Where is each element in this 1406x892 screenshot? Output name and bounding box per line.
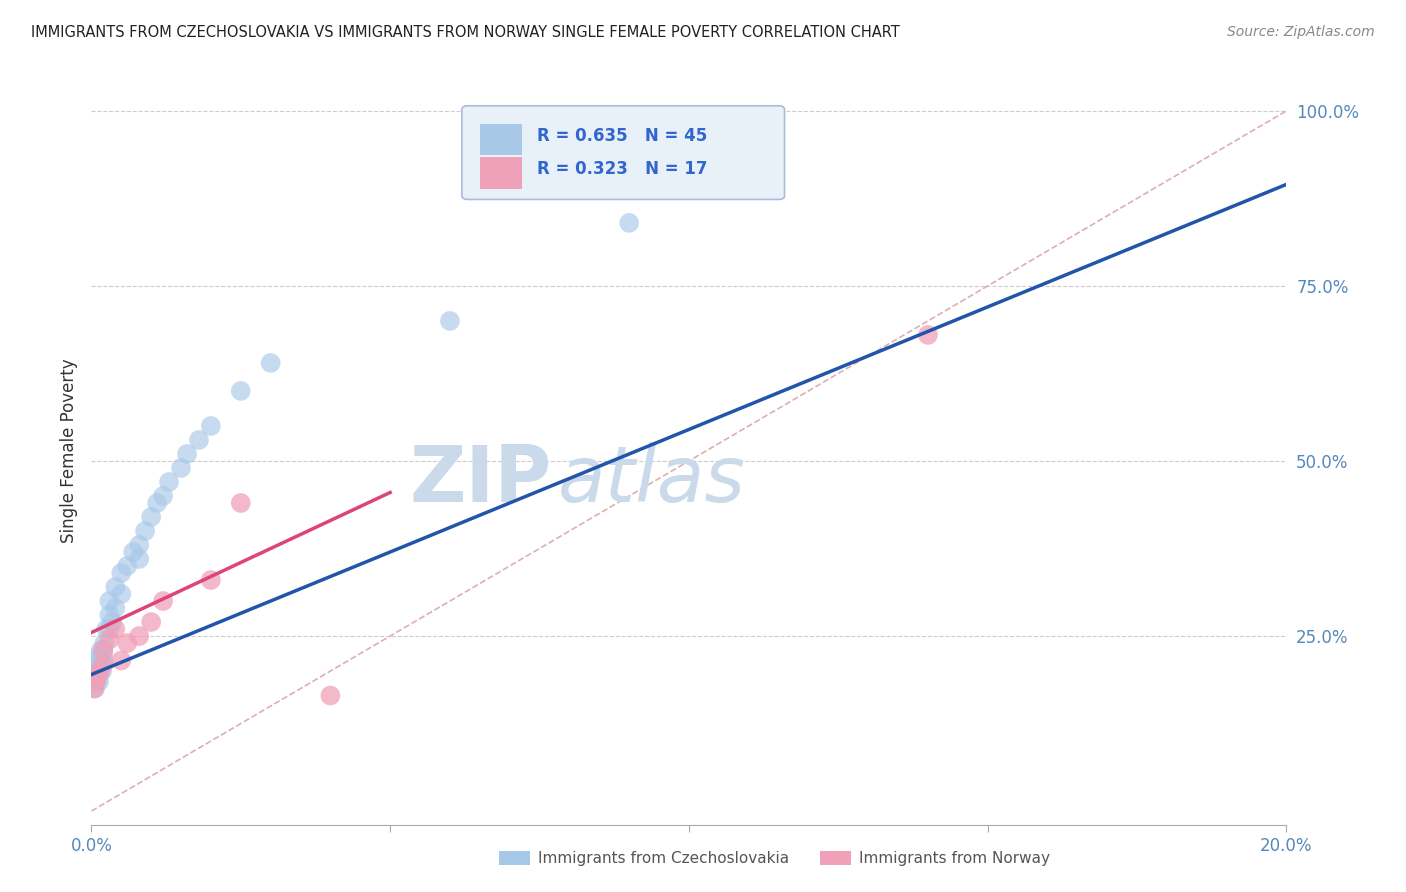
Point [93,654,115,668]
Point [84,674,107,689]
Point [110,566,132,580]
Point [89,657,111,671]
Point [84,681,107,696]
Bar [479,158,522,189]
Point [188,433,211,447]
Point [619,216,641,230]
Point [141,510,163,524]
Point [86,667,108,681]
Point [89,660,111,674]
Point [86,664,108,678]
Point [439,314,461,328]
Text: R = 0.635   N = 45: R = 0.635 N = 45 [537,127,707,145]
Point [98,632,121,647]
Point [319,689,342,703]
Point [110,587,132,601]
Point [84,664,107,678]
Point [98,594,121,608]
Point [200,573,222,587]
Point [200,419,222,434]
Text: Immigrants from Norway: Immigrants from Norway [859,852,1050,866]
Point [93,643,115,657]
Point [93,647,115,661]
Point [110,654,132,668]
Point [84,671,107,685]
Point [176,447,198,461]
Point [86,674,108,689]
Point [128,552,150,566]
Point [104,580,127,594]
Point [128,538,150,552]
Text: IMMIGRANTS FROM CZECHOSLOVAKIA VS IMMIGRANTS FROM NORWAY SINGLE FEMALE POVERTY C: IMMIGRANTS FROM CZECHOSLOVAKIA VS IMMIGR… [31,25,900,40]
Point [128,629,150,643]
Point [141,615,163,629]
Y-axis label: Single Female Poverty: Single Female Poverty [59,359,77,542]
Point [93,657,115,671]
Point [89,674,111,689]
Point [93,643,115,657]
Point [101,615,124,629]
Point [104,601,127,615]
Bar [479,124,522,155]
Point [96,622,118,636]
Text: ZIP: ZIP [409,442,551,518]
Point [98,607,121,622]
Text: atlas: atlas [558,442,745,518]
Point [134,524,156,538]
Point [152,594,174,608]
Point [98,622,121,636]
Point [115,559,138,574]
Text: R = 0.323   N = 17: R = 0.323 N = 17 [537,161,707,178]
Point [83,681,105,696]
Point [93,636,115,650]
Text: Source: ZipAtlas.com: Source: ZipAtlas.com [1227,25,1375,39]
Point [229,496,252,510]
Point [87,667,110,681]
Point [146,496,169,510]
Point [83,667,105,681]
Point [86,650,108,665]
Point [115,636,138,650]
Point [229,384,252,398]
Point [90,654,112,668]
Point [122,545,145,559]
Point [104,622,127,636]
Text: Immigrants from Czechoslovakia: Immigrants from Czechoslovakia [538,852,790,866]
Point [917,327,939,342]
Point [91,664,114,678]
Point [89,664,111,678]
Point [152,489,174,503]
Point [90,643,112,657]
FancyBboxPatch shape [461,106,785,200]
Point [157,475,180,489]
Point [259,356,281,370]
Point [170,461,193,475]
Point [86,654,108,668]
